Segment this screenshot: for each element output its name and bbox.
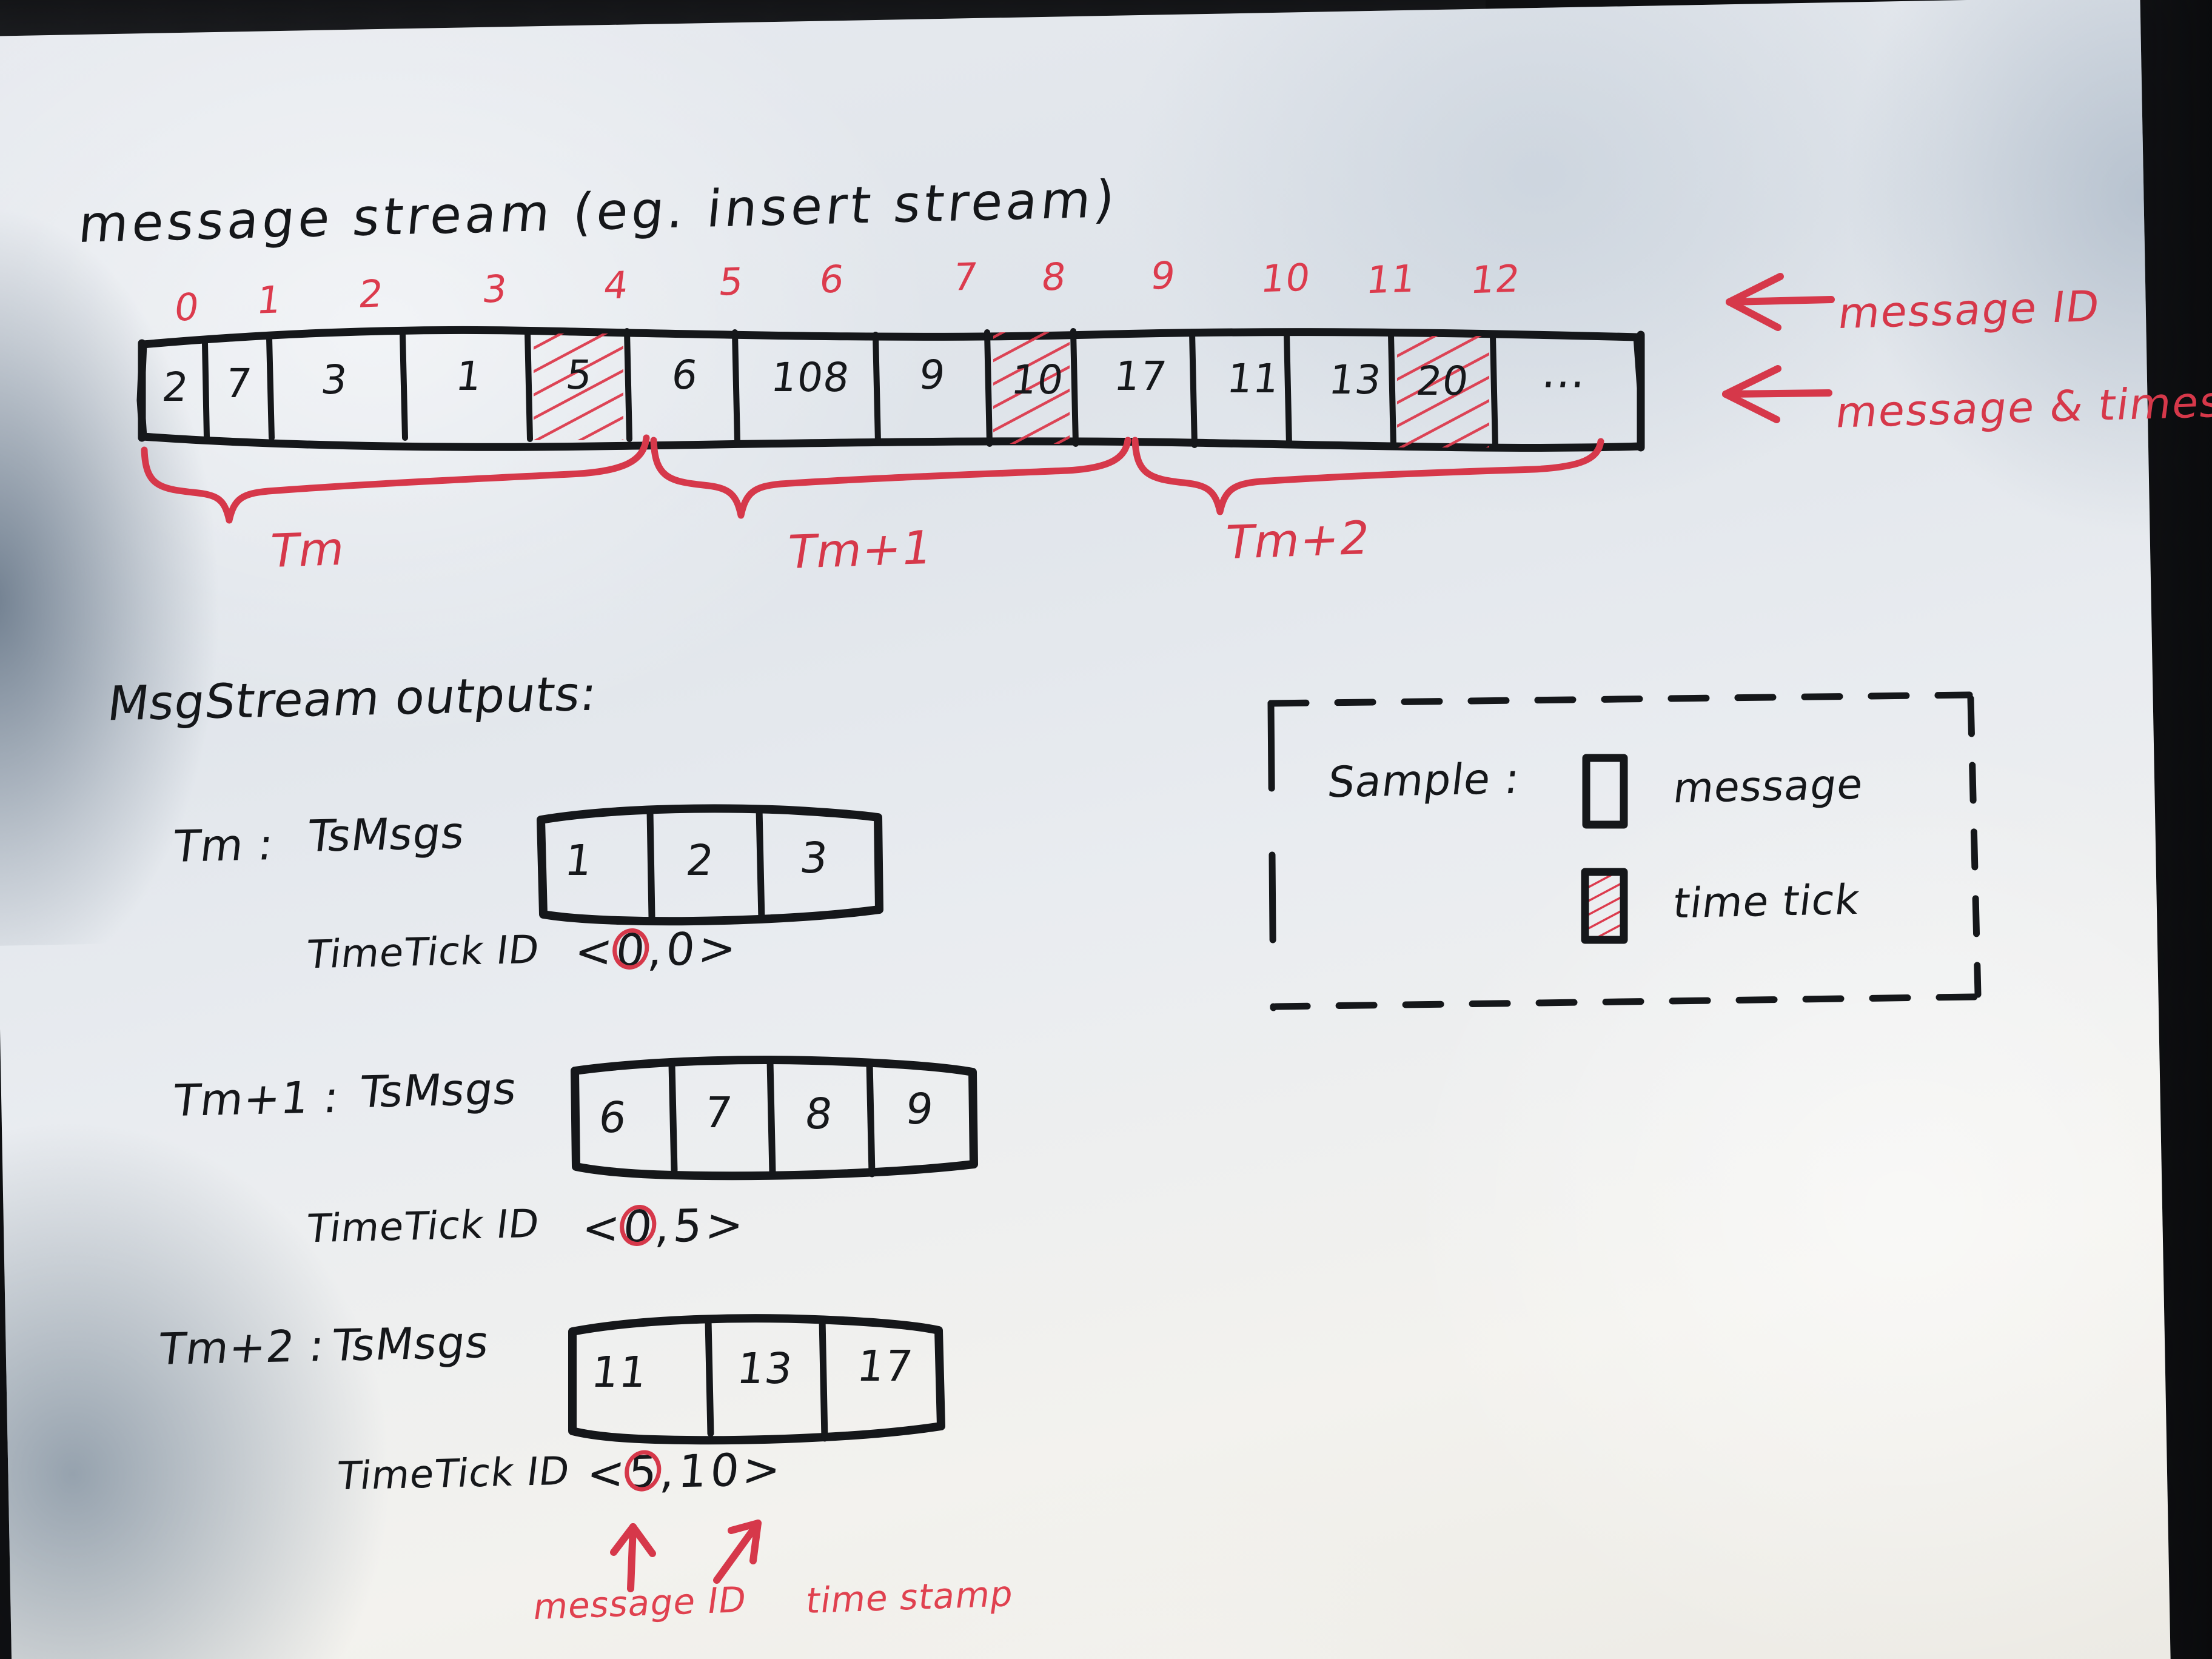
stream-cell-value-12: 20 (1413, 358, 1472, 404)
stream-index-11: 11 (1364, 256, 1419, 303)
tm1-timetick-label: TimeTick ID (304, 1201, 542, 1252)
tm1-timetick-pair: <0,5> (580, 1199, 749, 1255)
tm-timetick-label: TimeTick ID (304, 927, 542, 978)
output-period-tm2: Tm+2 : (156, 1319, 328, 1375)
stream-cell-value-8: 10 (1008, 357, 1067, 403)
stream-index-annotation: message ID (1835, 281, 2103, 339)
callout-timestamp: time stamp (803, 1572, 1016, 1622)
tm2-msg-2: 17 (854, 1341, 916, 1391)
tm2-msg-1: 13 (734, 1344, 796, 1393)
outputs-heading: MsgStream outputs: (104, 666, 600, 732)
legend-title: Sample : (1325, 753, 1523, 808)
stream-cell-value-11: 13 (1326, 357, 1384, 403)
stream-cell-value-ellipsis: ··· (1538, 359, 1588, 410)
tm2-tick-id: 5 (626, 1446, 663, 1500)
stream-index-10: 10 (1258, 255, 1313, 301)
tm-timetick-pair: <0,0> (572, 922, 742, 978)
tm-tick-close: > (696, 922, 742, 976)
tm1-tick-open: < (580, 1201, 626, 1255)
tm1-tick-ts: 5 (671, 1199, 708, 1253)
output-msgs-label-tm1: TsMsgs (357, 1062, 520, 1118)
tm2-msg-0: 11 (588, 1347, 651, 1397)
stream-cell-value-9: 17 (1111, 353, 1170, 400)
tm1-tick-id: 0 (621, 1201, 658, 1254)
tm-tick-ts: 0 (664, 923, 701, 976)
brace-label-tm2: Tm+2 (1221, 510, 1375, 570)
tm2-tick-open: < (585, 1447, 631, 1500)
stream-index-12: 12 (1468, 256, 1523, 303)
brace-label-tm1: Tm+1 (783, 520, 937, 580)
tm2-timetick-pair: <5,10> (585, 1443, 786, 1500)
output-period-tm1: Tm+1 : (170, 1071, 343, 1127)
tm1-tick-close: > (703, 1198, 749, 1252)
legend-label-message: message (1671, 760, 1866, 813)
stream-cell-value-6: 108 (768, 354, 853, 401)
output-msgs-label-tm2: TsMsgs (329, 1316, 492, 1372)
output-period-tm: Tm : (170, 819, 277, 872)
tm2-tick-close: > (740, 1443, 786, 1496)
tm-tick-id: 0 (614, 924, 651, 977)
tm-tick-open: < (572, 925, 618, 979)
callout-message-id: message ID (531, 1578, 749, 1628)
tm2-tick-ts: 10 (676, 1444, 745, 1498)
brace-label-tm: Tm (266, 521, 349, 578)
legend-label-timetick: time tick (1671, 876, 1863, 928)
output-msgs-label-tm: TsMsgs (305, 806, 468, 862)
tm2-timetick-label: TimeTick ID (334, 1449, 572, 1500)
stream-cell-value-10: 11 (1224, 355, 1282, 402)
